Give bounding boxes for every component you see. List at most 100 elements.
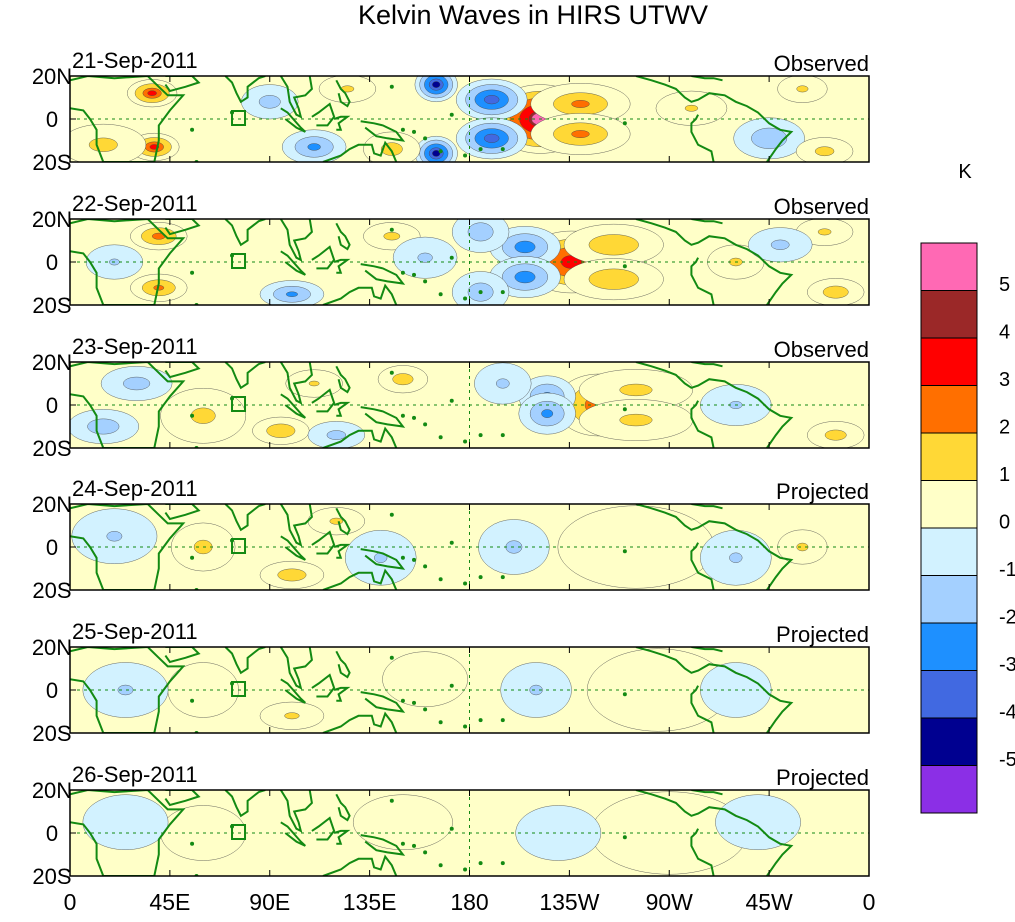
island-7: [412, 129, 417, 134]
panel-type-label: Projected: [776, 479, 869, 504]
coastline-9: [322, 711, 398, 733]
coastline-13: [691, 362, 723, 368]
panel-type-label: Observed: [774, 194, 869, 219]
y-tick-label: 0: [46, 107, 58, 132]
panel-6: 20N 0 20S 26-Sep-2011 Projected: [32, 762, 870, 889]
colorbar-swatch: [920, 480, 978, 529]
coastline-3: [224, 647, 266, 675]
anomaly-contour-4-level-2: [284, 712, 300, 720]
coastline-5: [280, 250, 306, 276]
anomaly-contour-3-level-2: [529, 684, 543, 696]
reference-box: [231, 824, 247, 840]
island-12: [500, 433, 505, 438]
anomaly-contour-15-level-2: [822, 285, 849, 299]
island-11: [478, 718, 483, 723]
coastline-6: [311, 388, 336, 413]
anomaly-contour-3-level-2: [619, 413, 653, 427]
panel-date: 22-Sep-2011: [72, 191, 198, 216]
panel-4: 20N 0 20S 24-Sep-2011 Projected: [32, 476, 870, 603]
anomaly-contour-12-level-2: [417, 252, 433, 263]
coastline-13: [691, 219, 723, 225]
anomaly-contour-9-level-2: [392, 373, 414, 386]
island-2: [190, 413, 195, 418]
anomaly-contour-18-level-2: [684, 104, 699, 112]
colorbar-swatch: [920, 242, 978, 291]
x-tick-label: 90E: [249, 889, 290, 915]
panel-5: 20N 0 20S 25-Sep-2011 Projected: [32, 619, 870, 746]
x-tick-label: 0: [64, 889, 77, 915]
y-tick-label: 0: [46, 821, 58, 846]
y-tick-label: 20N: [32, 64, 72, 89]
island-6: [400, 270, 405, 275]
anomaly-contour-10-level-2: [796, 542, 809, 552]
anomaly-contour-8-level-2: [266, 423, 296, 438]
island-6: [400, 698, 405, 703]
y-tick-label: 20S: [32, 293, 71, 318]
coastline-2: [164, 219, 201, 236]
island-2: [190, 270, 195, 275]
anomaly-contour-4-level-4: [484, 95, 500, 105]
island-5: [463, 296, 468, 301]
coastline-4: [279, 219, 313, 262]
coastline-11: [635, 647, 794, 733]
coastline-8: [360, 834, 406, 856]
island-13: [622, 692, 627, 697]
x-tick-label: 135W: [539, 889, 599, 915]
colorbar-tick-label: -5: [999, 749, 1015, 771]
coastline-11: [635, 504, 794, 590]
anomaly-contour-10-level-3: [285, 291, 298, 297]
island-8: [423, 564, 428, 569]
island-6: [400, 841, 405, 846]
island-10: [449, 540, 454, 545]
reference-box: [231, 110, 247, 126]
panel-2: 20N 0 20S 22-Sep-2011 Observed: [32, 191, 870, 318]
x-tick-label: 180: [450, 889, 488, 915]
coastline-5: [280, 821, 306, 847]
coastline-9: [322, 426, 398, 448]
anomaly-contour-5-level-2: [277, 568, 307, 582]
colorbar: K 5 4 3 2 1 0 -1 -2 -3 -4 -5: [920, 161, 1015, 814]
y-tick-label: 20S: [32, 864, 71, 889]
y-tick-label: 20N: [32, 207, 72, 232]
island-10: [449, 826, 454, 831]
coastline-7: [333, 115, 351, 131]
anomaly-contour-2-level-3: [571, 100, 590, 108]
colorbar-tick-label: -3: [999, 654, 1015, 676]
y-tick-label: 20N: [32, 350, 72, 375]
coastline-8: [360, 691, 406, 713]
panel-field: [70, 219, 869, 305]
island-2: [190, 841, 195, 846]
island-5: [463, 724, 468, 729]
panel-1: 20N 0 20S 21-Sep-2011 Observed: [32, 48, 870, 175]
y-tick-label: 0: [46, 678, 58, 703]
coastline-13: [691, 504, 723, 510]
island-2: [190, 698, 195, 703]
coastline-9: [322, 140, 398, 162]
coastline-7: [333, 401, 351, 417]
coastline-9: [322, 854, 398, 876]
coastline-7: [333, 829, 351, 845]
coastline-6: [311, 673, 336, 698]
y-tick-label: 20N: [32, 492, 72, 517]
anomaly-contour-2-level-2: [588, 234, 639, 256]
coastline-13: [691, 790, 723, 796]
island-4: [438, 149, 443, 154]
anomaly-contour-7-level-1: [382, 651, 468, 707]
island-10: [449, 112, 454, 117]
island-5: [463, 867, 468, 872]
coastline-8: [360, 120, 406, 142]
anomaly-contour-15-level-2: [751, 127, 788, 149]
coastline-1: [70, 504, 186, 590]
y-tick-label: 20S: [32, 721, 71, 746]
colorbar-swatch: [920, 622, 978, 671]
x-tick-label: 45E: [149, 889, 190, 915]
panel-field: [70, 362, 869, 448]
y-tick-label: 0: [46, 393, 58, 418]
colorbar-tick-label: 1: [999, 464, 1010, 486]
coastline-11: [635, 76, 794, 162]
coastline-13: [691, 647, 723, 653]
anomaly-contour-7-level-5: [432, 150, 441, 157]
coastline-6: [311, 816, 336, 841]
island-13: [622, 121, 627, 126]
